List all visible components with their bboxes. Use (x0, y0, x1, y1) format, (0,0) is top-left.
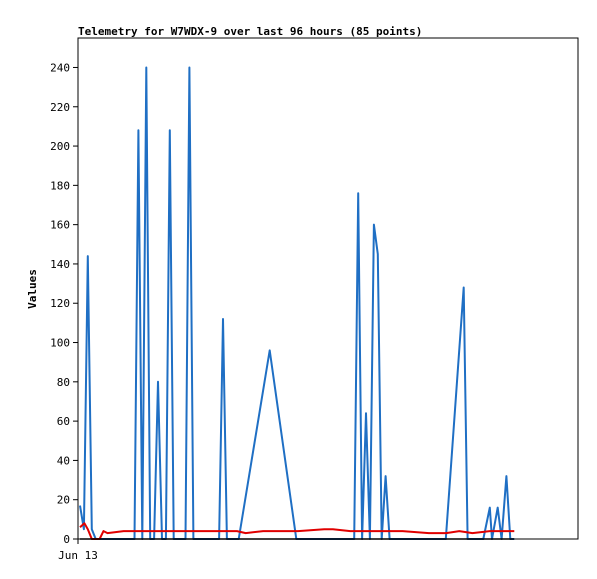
y-tick-label: 200 (50, 140, 70, 153)
y-axis-label: Values (26, 269, 39, 309)
plot-area (77, 37, 579, 540)
y-tick-label: 180 (50, 179, 70, 192)
y-tick-label: 40 (57, 454, 70, 467)
x-tick-label: Jun 13 (58, 549, 98, 562)
y-tick-label: 140 (50, 258, 70, 271)
series-layer (79, 66, 515, 540)
y-tick-label: 160 (50, 219, 70, 232)
y-tick-label: 120 (50, 297, 70, 310)
y-tick-label: 100 (50, 337, 70, 350)
chart-title: Telemetry for W7WDX-9 over last 96 hours… (78, 25, 422, 38)
y-tick-label: 0 (63, 533, 70, 546)
y-tick-label: 20 (57, 494, 70, 507)
y-axis-ticks: 0 20 40 60 80 100 120 140 160 180 200 220 240 (50, 61, 78, 546)
y-tick-label: 60 (57, 415, 70, 428)
y-tick-label: 220 (50, 101, 70, 114)
y-tick-label: 240 (50, 61, 70, 74)
x-axis-ticks: Jun 13 (58, 539, 98, 562)
y-tick-label: 80 (57, 376, 70, 389)
